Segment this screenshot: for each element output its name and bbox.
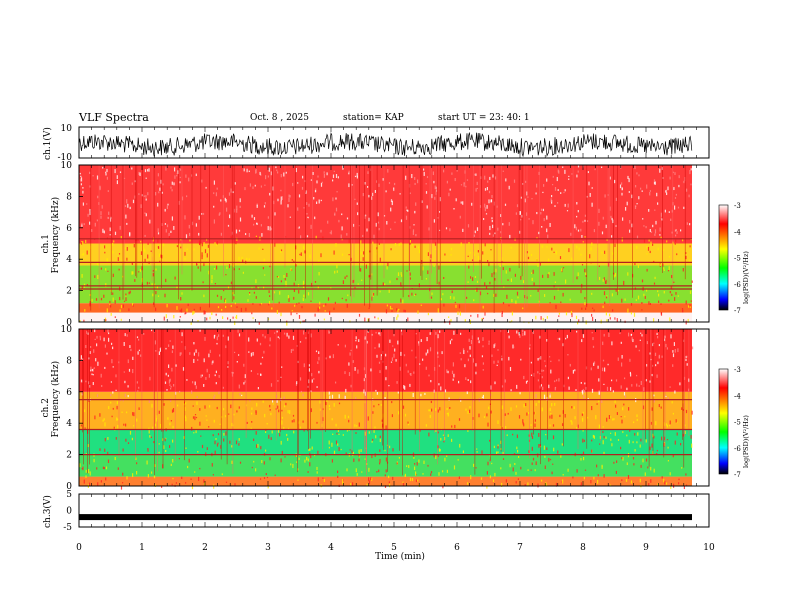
ch1-spectrogram-ytick-10: 10	[61, 161, 73, 171]
xtick-label-10: 10	[703, 543, 715, 553]
ch2-spectrogram-ytick-10: 10	[61, 325, 73, 335]
ch2-spectrogram-band-1	[79, 454, 692, 477]
ch3-ytick-0: 0	[66, 507, 72, 517]
ch1-spectrogram-colorbar-tick--7: -7	[734, 307, 741, 315]
ch2-spectrogram-channel-label: ch.2	[41, 398, 51, 417]
ch1-spectrogram-bands	[79, 165, 692, 322]
ch1-spectrogram-colorbar-tick--4: -4	[734, 228, 741, 236]
ch1-spectrogram-channel-label: ch.1	[41, 234, 51, 253]
ch2-spectrogram-ylabel: Frequency (kHz)	[50, 361, 61, 438]
ch1-spectrogram-band-1	[79, 303, 692, 313]
ch2-spectrogram-colorbar-tick--5: -5	[734, 419, 741, 427]
ch2-spectrogram-ytick-2: 2	[66, 451, 72, 461]
ch1-spectrogram-colorbar-label: log(PSD)(V²/Hz)	[742, 251, 750, 304]
ch1-spectrogram-band-2	[79, 265, 692, 304]
ch2-spectrogram-colorbar-tick--4: -4	[734, 392, 741, 400]
ch1-spectrogram-band-0	[79, 312, 692, 322]
xtick-label-7: 7	[517, 543, 523, 553]
ch2-spectrogram-ytick-8: 8	[66, 356, 72, 366]
xtick-label-0: 0	[76, 543, 82, 553]
xtick-label-1: 1	[139, 543, 145, 553]
date-label: Oct. 8 , 2025	[250, 113, 309, 123]
ch1-spectrogram-ytick-8: 8	[66, 192, 72, 202]
xtick-label-9: 9	[643, 543, 649, 553]
xtick-label-4: 4	[328, 543, 334, 553]
ch2-spectrogram-band-0	[79, 476, 692, 486]
ch2-spectrogram-texture	[79, 329, 694, 490]
ch1-spectrogram-streaks	[78, 165, 686, 314]
ch1-spectrogram-colorbar-tick--5: -5	[734, 255, 741, 263]
ch2-spectrogram-colorbar-label: log(PSD)(V²/Hz)	[742, 415, 750, 468]
ch2-spectrogram-colorbar	[718, 368, 729, 475]
ch1-waveform-line	[78, 132, 693, 158]
ch3-ytick--5: -5	[63, 523, 72, 533]
xtick-label-2: 2	[202, 543, 208, 553]
ch1-spectrogram-ylabel: Frequency (kHz)	[50, 197, 61, 274]
ch1-ytick-bottom: -10	[58, 153, 73, 163]
ch3-ylabel: ch.3(V)	[42, 495, 53, 528]
ch1-spectrogram-colorbar-tick--3: -3	[734, 202, 741, 210]
ch1-spectrogram-colorbar-tick--6: -6	[734, 281, 741, 289]
ch2-spectrogram-ytick-0: 0	[66, 482, 72, 492]
ch1-ylabel: ch.1(V)	[42, 127, 53, 160]
xtick-label-6: 6	[454, 543, 460, 553]
station-label: station= KAP	[343, 113, 404, 123]
ch2-spectrogram-colorbar-tick--6: -6	[734, 445, 741, 453]
ch3-ytick-5: 5	[66, 490, 72, 500]
ch1-spectrogram-ytick-4: 4	[66, 255, 72, 265]
ch2-spectrogram-band-4	[79, 329, 692, 392]
ch3-signal-band	[79, 514, 692, 521]
ch2-spectrogram-ytick-6: 6	[66, 388, 72, 398]
xtick-label-3: 3	[265, 543, 271, 553]
ch1-spectrogram-band-4	[79, 165, 692, 244]
start-time-label: start UT = 23: 40: 1	[438, 113, 530, 123]
ch2-spectrogram-colorbar-tick--3: -3	[734, 366, 741, 374]
xtick-label-8: 8	[580, 543, 586, 553]
ch1-spectrogram-ytick-2: 2	[66, 287, 72, 297]
chart-title: VLF Spectra	[79, 111, 149, 124]
ch1-spectrogram-colorbar	[718, 204, 729, 311]
ch1-ytick-top: 10	[61, 124, 73, 134]
x-axis-label: Time (min)	[375, 551, 425, 562]
ch1-spectrogram-ytick-0: 0	[66, 318, 72, 328]
ch2-spectrogram-ytick-4: 4	[66, 419, 72, 429]
ch2-spectrogram-colorbar-tick--7: -7	[734, 471, 741, 479]
ch1-spectrogram-ytick-6: 6	[66, 224, 72, 234]
ch2-spectrogram-bands	[79, 329, 692, 486]
xtick-label-5: 5	[391, 543, 397, 553]
